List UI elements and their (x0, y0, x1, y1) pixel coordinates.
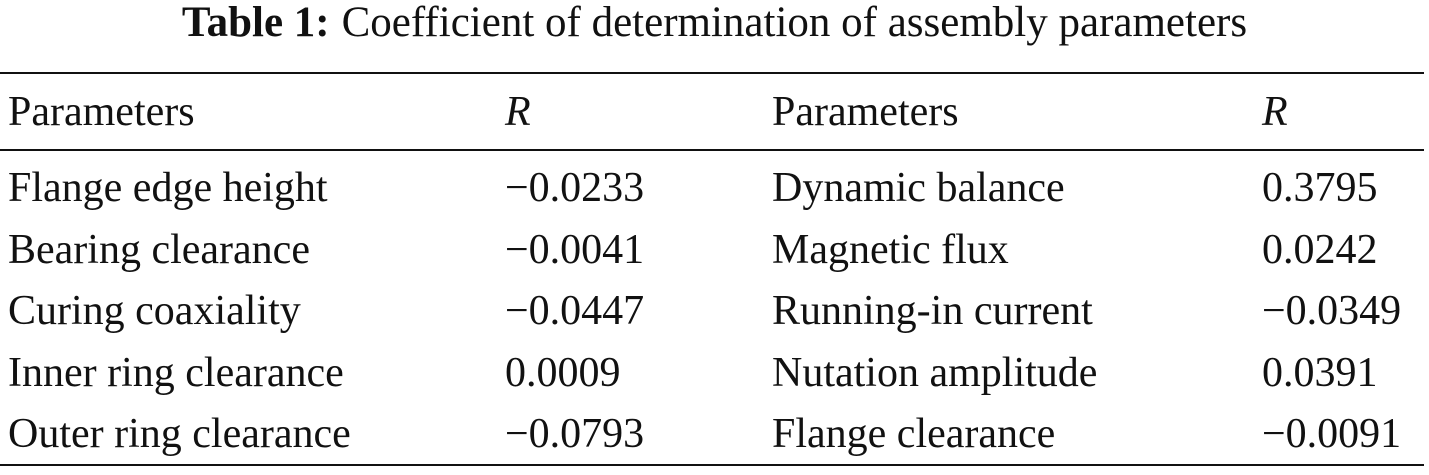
parameter-cell: Magnetic flux (772, 226, 1009, 273)
table-caption: Table 1: Coefficient of determination of … (0, 0, 1429, 46)
value-cell: 0.0391 (1262, 349, 1378, 396)
header-cell: Parameters (8, 89, 195, 135)
value-cell: −0.0041 (505, 226, 645, 273)
value-cell: 0.0009 (505, 349, 621, 396)
parameter-cell: Running-in current (772, 288, 1093, 334)
parameter-cell: Dynamic balance (772, 165, 1065, 211)
value-cell: −0.0349 (1262, 288, 1402, 334)
value-cell: 0.3795 (1262, 165, 1378, 211)
bottom-rule (0, 464, 1424, 466)
parameter-cell: Bearing clearance (8, 226, 310, 273)
value-cell: −0.0447 (505, 288, 645, 334)
value-cell: −0.0091 (1262, 411, 1402, 457)
parameter-cell: Nutation amplitude (772, 349, 1098, 396)
header-cell: R (1262, 89, 1288, 135)
value-cell: −0.0233 (505, 165, 645, 211)
caption-label: Table 1: (181, 0, 330, 46)
parameter-cell: Inner ring clearance (8, 349, 344, 396)
header-rule (0, 149, 1424, 151)
parameter-cell: Outer ring clearance (8, 411, 351, 457)
parameter-cell: Flange clearance (772, 411, 1056, 457)
top-rule (0, 72, 1424, 74)
value-cell: −0.0793 (505, 411, 645, 457)
parameter-cell: Curing coaxiality (8, 288, 301, 334)
header-cell: Parameters (772, 89, 959, 135)
value-cell: 0.0242 (1262, 226, 1378, 273)
caption-text: Coefficient of determination of assembly… (341, 0, 1248, 46)
header-cell: R (505, 89, 531, 135)
parameter-cell: Flange edge height (8, 165, 328, 211)
